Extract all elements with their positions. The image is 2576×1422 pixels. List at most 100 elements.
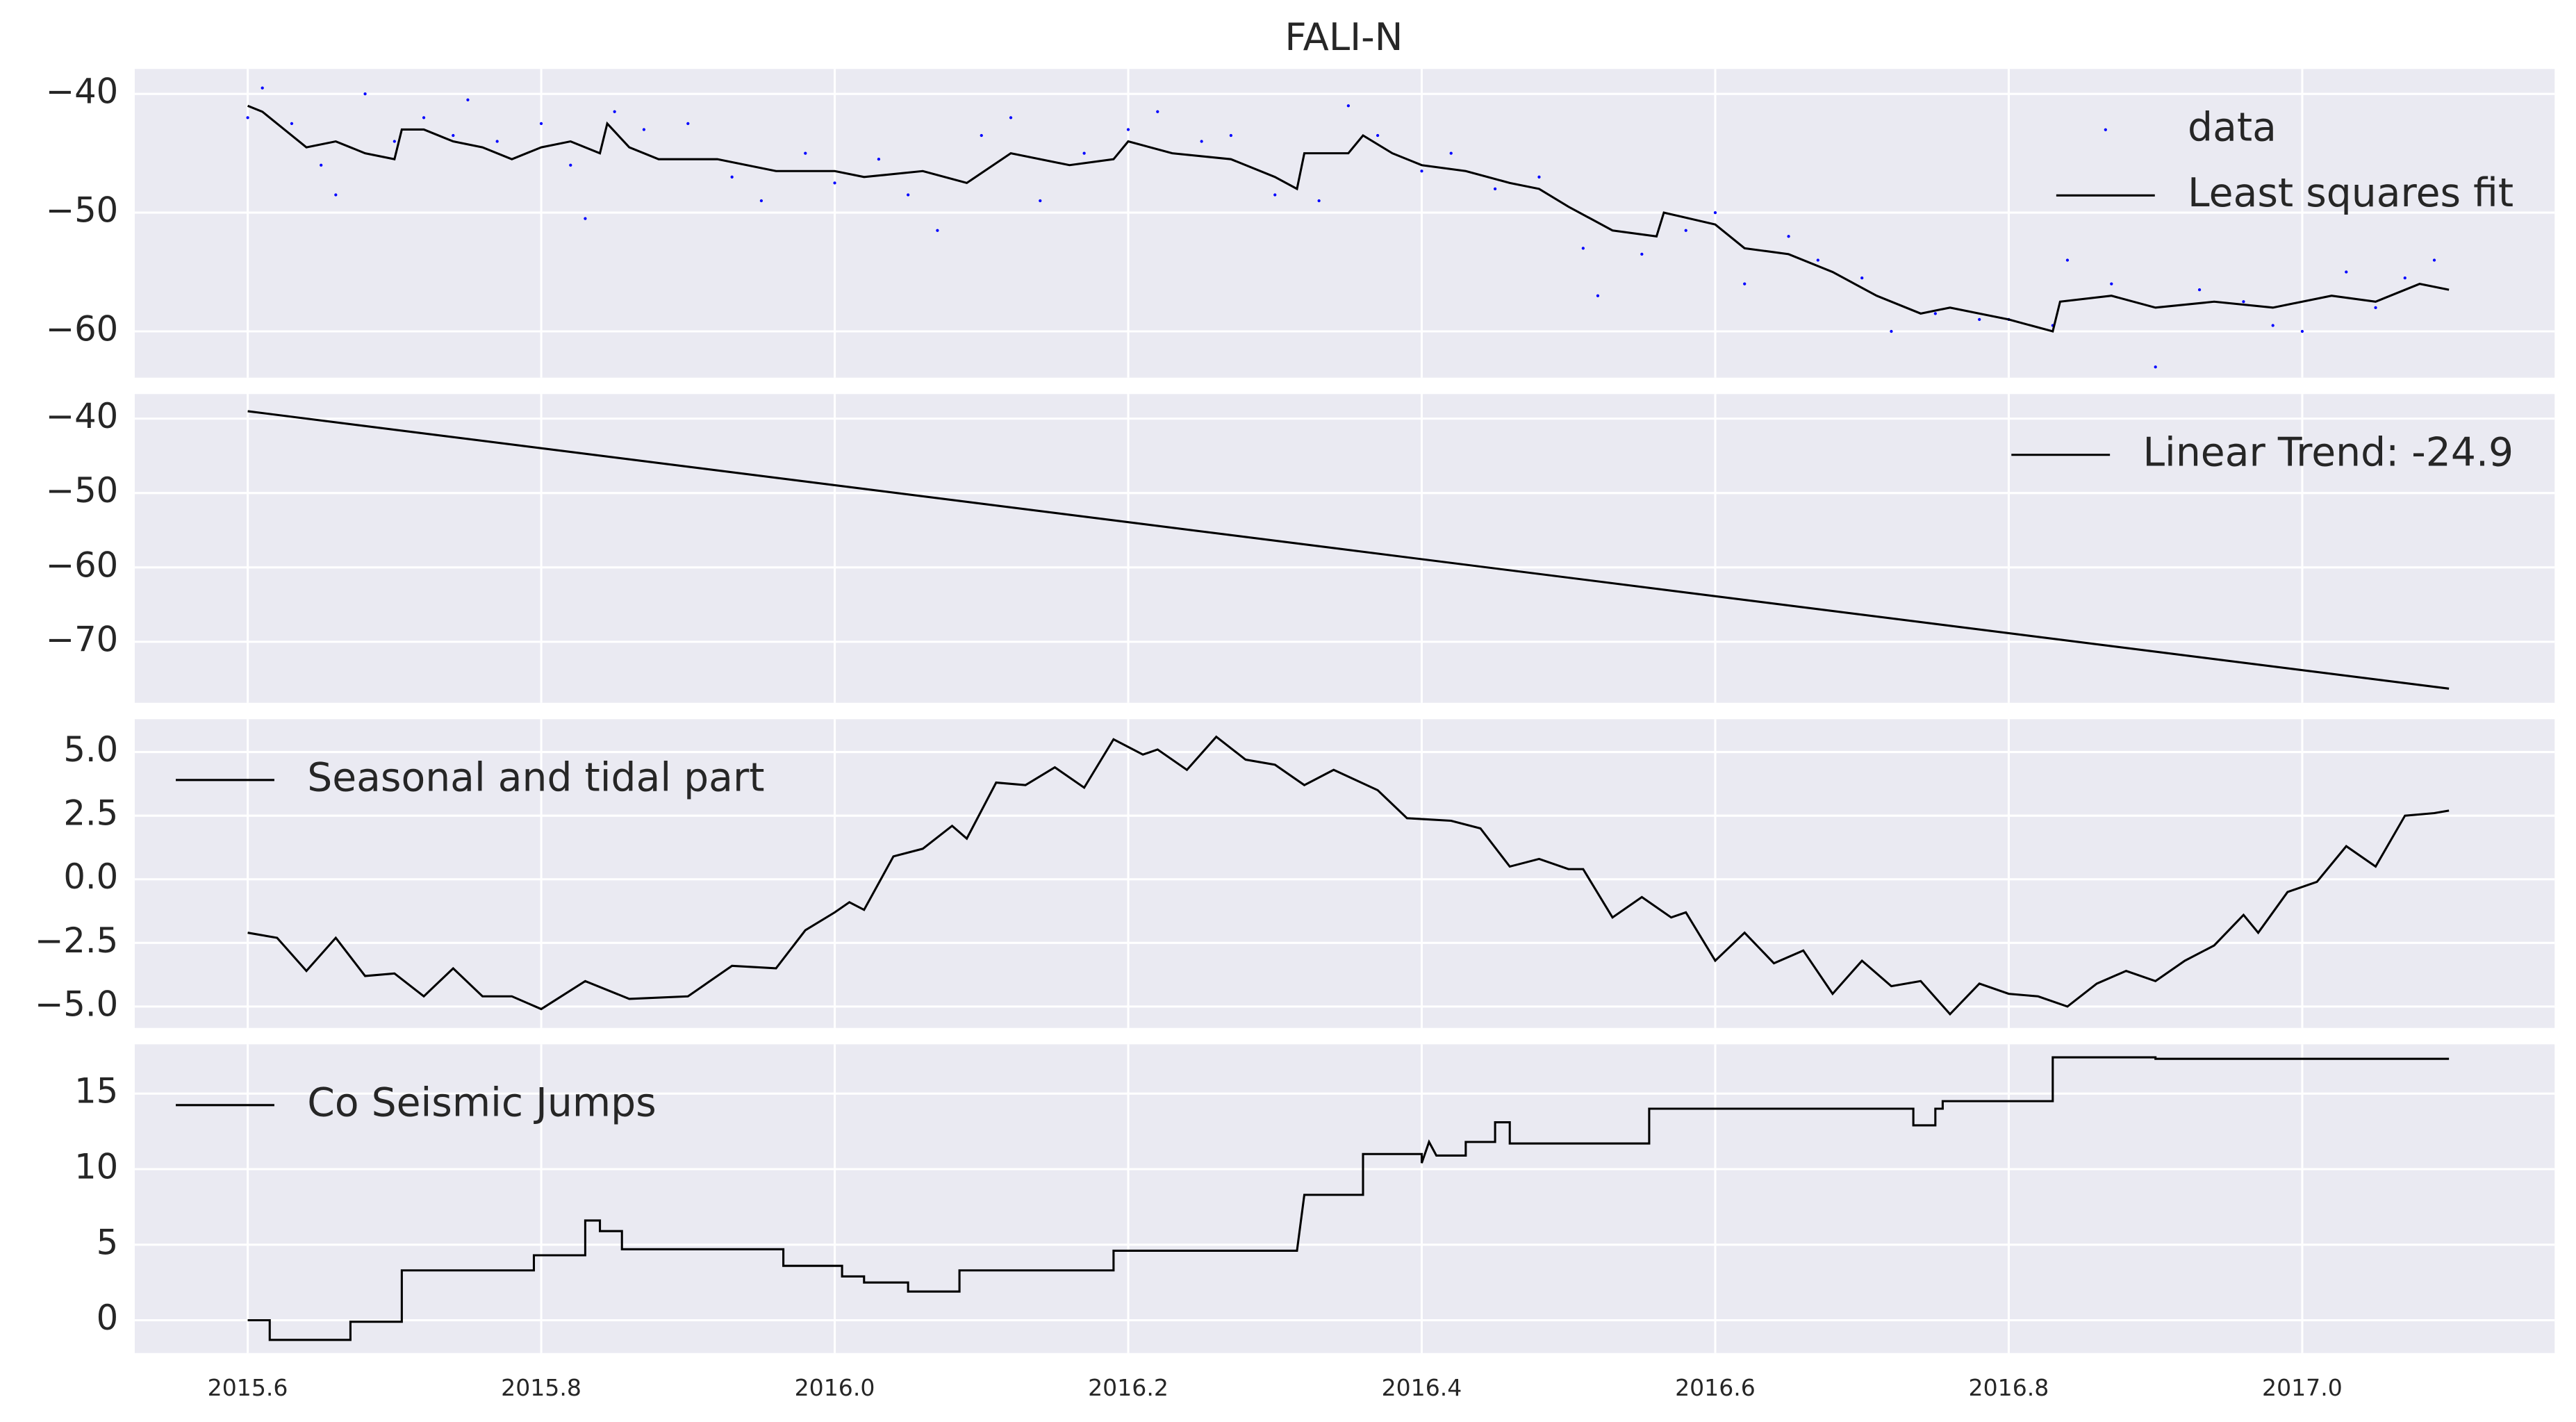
data-point <box>613 110 616 113</box>
data-point <box>363 92 367 96</box>
data-point <box>1039 199 1042 203</box>
data-line <box>247 1056 2450 1341</box>
data-point <box>495 140 499 143</box>
data-point <box>569 163 572 167</box>
x-tick-label: 2016.4 <box>1382 1374 1462 1401</box>
data-point <box>1200 140 1203 143</box>
data-point <box>1317 199 1321 203</box>
data-point <box>539 122 543 126</box>
data-point <box>1449 151 1453 155</box>
data-point <box>1933 312 1937 315</box>
data-point <box>2374 306 2377 309</box>
y-tick-label: 0.0 <box>63 857 118 897</box>
data-point <box>393 140 396 143</box>
y-tick-label: 5.0 <box>63 729 118 770</box>
x-tick-label: 2016.6 <box>1675 1374 1756 1401</box>
data-point <box>1596 294 1600 297</box>
y-tick-label: −50 <box>46 470 119 511</box>
data-point <box>2403 276 2406 280</box>
data-line <box>247 410 2450 690</box>
data-point <box>686 122 690 126</box>
x-tick-label: 2015.8 <box>501 1374 581 1401</box>
data-point <box>466 98 470 101</box>
data-point <box>1082 151 1086 155</box>
y-tick-label: −5.0 <box>35 984 119 1024</box>
data-point <box>261 86 264 90</box>
data-point <box>2197 288 2202 292</box>
data-point <box>907 193 910 197</box>
data-point <box>1537 175 1541 179</box>
data-point <box>2300 329 2304 333</box>
data-point <box>804 151 807 155</box>
y-tick-label: 10 <box>74 1147 118 1187</box>
x-tick-label: 2016.8 <box>1969 1374 2049 1401</box>
data-point <box>2154 365 2157 369</box>
x-tick-label: 2017.0 <box>2262 1374 2343 1401</box>
data-point <box>1640 252 1644 256</box>
data-point <box>1229 133 1233 138</box>
data-point <box>1420 170 1423 173</box>
data-point <box>2271 324 2274 327</box>
y-tick-label: −70 <box>46 619 119 659</box>
data-point <box>1684 229 1687 232</box>
data-point <box>833 181 836 185</box>
data-point <box>1376 133 1380 138</box>
data-point <box>452 133 455 138</box>
data-point <box>1581 247 1585 250</box>
y-tick-label: −40 <box>46 396 119 436</box>
data-point <box>2432 258 2436 262</box>
data-point <box>2242 300 2245 304</box>
y-tick-label: −40 <box>46 72 119 112</box>
plot-background <box>134 719 2555 1028</box>
legend-marker <box>2104 128 2107 131</box>
data-point <box>1273 193 1277 197</box>
data-point <box>1860 276 1864 280</box>
data-point <box>877 158 881 161</box>
y-tick-label: −60 <box>46 309 119 349</box>
y-tick-label: 0 <box>97 1298 119 1338</box>
data-point <box>1493 187 1497 191</box>
data-point <box>1126 128 1130 131</box>
data-point <box>1743 282 1747 286</box>
x-tick-label: 2016.0 <box>795 1374 875 1401</box>
data-point <box>936 229 939 232</box>
data-point <box>1346 104 1350 108</box>
y-tick-label: 2.5 <box>63 793 118 834</box>
data-point <box>1156 110 1159 113</box>
data-point <box>2110 282 2113 286</box>
y-tick-label: 15 <box>74 1071 118 1111</box>
data-point <box>246 116 249 119</box>
data-point <box>730 175 734 179</box>
data-point <box>642 128 646 131</box>
legend-label: Linear Trend: -24.9 <box>2142 429 2513 475</box>
data-point <box>2065 258 2070 262</box>
plot-background <box>134 69 2555 378</box>
data-point <box>584 217 587 220</box>
data-point <box>1978 317 1981 322</box>
data-point <box>334 193 338 197</box>
legend-label: Seasonal and tidal part <box>307 754 764 800</box>
data-point <box>1009 116 1013 119</box>
data-line <box>247 735 2450 1016</box>
data-point <box>759 199 763 203</box>
y-tick-label: −2.5 <box>35 920 119 961</box>
legend-label: Least squares fit <box>2188 170 2513 216</box>
x-tick-label: 2015.6 <box>208 1374 288 1401</box>
chart-title: FALI-N <box>1285 15 1403 59</box>
data-point <box>320 163 323 167</box>
data-point <box>290 122 294 126</box>
data-point <box>1816 258 1819 262</box>
y-tick-label: 5 <box>97 1222 119 1262</box>
data-line <box>247 104 2450 333</box>
plot-background <box>134 1044 2555 1353</box>
data-point <box>980 133 983 138</box>
data-point <box>1713 210 1717 215</box>
x-tick-label: 2016.2 <box>1088 1374 1169 1401</box>
y-tick-label: −60 <box>46 545 119 585</box>
legend-label: Co Seismic Jumps <box>307 1080 657 1125</box>
data-point <box>2345 270 2348 274</box>
data-point <box>1890 329 1893 333</box>
data-point <box>422 116 426 119</box>
